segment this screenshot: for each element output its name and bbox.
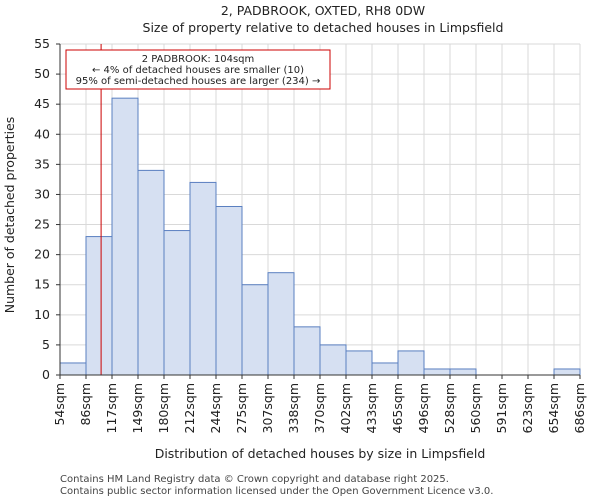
- x-tick-label: 402sqm: [338, 383, 353, 433]
- y-tick-label: 50: [34, 66, 50, 81]
- bar: [371, 362, 399, 376]
- x-tick-label: 212sqm: [182, 383, 197, 433]
- y-tick-label: 40: [34, 126, 50, 141]
- x-tick-label: 54sqm: [52, 383, 67, 426]
- bar: [111, 97, 139, 376]
- y-tick-label: 10: [34, 307, 50, 322]
- bar: [345, 350, 373, 376]
- annotation-line-3: 95% of semi-detached houses are larger (…: [76, 76, 321, 87]
- x-tick-label: 370sqm: [312, 383, 327, 433]
- y-tick-labels: 0 5 10 15 20 25 30 35 40 45 50 55: [34, 36, 60, 382]
- annotation-box: 2 PADBROOK: 104sqm ← 4% of detached hous…: [65, 49, 331, 90]
- x-tick-label: 117sqm: [104, 383, 119, 433]
- bar: [293, 326, 321, 376]
- bar: [215, 205, 243, 376]
- bar: [189, 181, 217, 376]
- bar: [137, 169, 165, 376]
- annotation-line-2: ← 4% of detached houses are smaller (10): [92, 65, 304, 76]
- annotation-line-1: 2 PADBROOK: 104sqm: [142, 54, 255, 65]
- annotation-border: [65, 49, 331, 90]
- x-tick-label: 528sqm: [442, 383, 457, 433]
- bar: [59, 362, 87, 376]
- y-tick-label: 30: [34, 186, 50, 201]
- x-tick-label: 433sqm: [364, 383, 379, 433]
- bar: [241, 284, 269, 376]
- bar: [553, 368, 581, 376]
- y-tick-label: 55: [34, 36, 50, 51]
- x-tick-label: 86sqm: [78, 383, 93, 426]
- bar: [163, 230, 191, 376]
- x-tick-label: 496sqm: [416, 383, 431, 433]
- bar: [267, 272, 295, 376]
- bar: [85, 236, 113, 376]
- bar: [449, 368, 477, 376]
- x-tick-label: 338sqm: [286, 383, 301, 433]
- y-tick-label: 35: [34, 156, 50, 171]
- x-tick-label: 149sqm: [130, 383, 145, 433]
- chart-subtitle: Size of property relative to detached ho…: [143, 20, 504, 35]
- bar: [319, 344, 347, 376]
- x-tick-label: 180sqm: [156, 383, 171, 433]
- y-tick-label: 5: [42, 337, 50, 352]
- y-tick-label: 45: [34, 96, 50, 111]
- bar: [423, 368, 451, 376]
- x-axis-label: Distribution of detached houses by size …: [155, 446, 486, 461]
- x-tick-label: 623sqm: [520, 383, 535, 433]
- x-tick-label: 307sqm: [260, 383, 275, 433]
- x-tick-label: 244sqm: [208, 383, 223, 433]
- bars-group: [59, 97, 581, 376]
- footer-line-2: Contains public sector information licen…: [60, 486, 493, 497]
- y-tick-label: 25: [34, 217, 50, 232]
- x-tick-labels: 54sqm 86sqm 117sqm 149sqm 180sqm 212sqm 244sqm…: [52, 375, 587, 433]
- y-tick-label: 0: [42, 367, 50, 382]
- bar: [397, 350, 425, 376]
- footer-line-1: Contains HM Land Registry data © Crown c…: [60, 474, 449, 485]
- x-tick-label: 465sqm: [390, 383, 405, 433]
- x-tick-label: 686sqm: [572, 383, 587, 433]
- chart-title: 2, PADBROOK, OXTED, RH8 0DW: [221, 3, 425, 18]
- y-axis-label: Number of detached properties: [2, 117, 17, 314]
- x-tick-label: 275sqm: [234, 383, 249, 433]
- x-tick-label: 591sqm: [494, 383, 509, 433]
- y-tick-label: 15: [34, 277, 50, 292]
- y-tick-label: 20: [34, 247, 50, 262]
- x-tick-label: 560sqm: [468, 383, 483, 433]
- x-tick-label: 654sqm: [546, 383, 561, 433]
